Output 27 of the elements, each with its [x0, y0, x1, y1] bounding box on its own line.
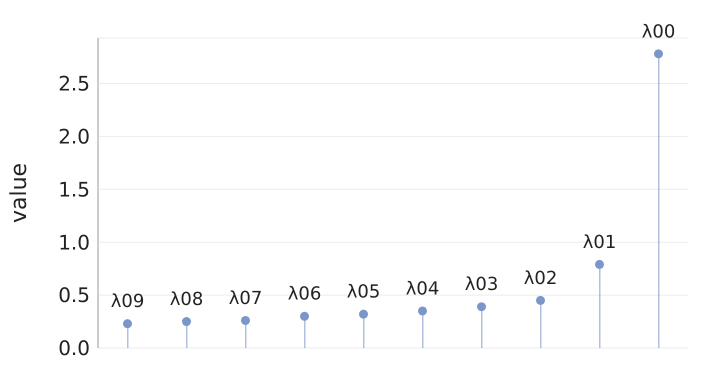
x-tick-label: λ09	[110, 291, 144, 312]
y-tick-label: 0.5	[58, 283, 90, 308]
point	[182, 317, 192, 326]
y-tick-label: 2.5	[58, 72, 90, 96]
x-tick-label: λ08	[170, 289, 204, 310]
point	[240, 316, 250, 325]
point	[476, 302, 486, 312]
point	[536, 296, 546, 305]
y-axis-title: value	[6, 162, 32, 224]
point	[300, 312, 310, 321]
point	[654, 49, 664, 58]
point	[594, 260, 604, 269]
y-tick-label: 1.0	[58, 230, 90, 254]
x-tick-label: λ04	[406, 278, 440, 300]
y-tick-label: 0.0	[58, 336, 90, 360]
x-tick-label: λ05	[346, 282, 380, 303]
point	[358, 310, 368, 319]
point	[418, 306, 428, 316]
y-tick-label: 2.0	[58, 124, 90, 148]
x-tick-label: λ07	[228, 288, 262, 309]
point	[122, 319, 132, 328]
x-tick-label: λ06	[288, 284, 322, 305]
x-tick-label: λ00	[642, 21, 676, 42]
y-tick-label: 1.5	[58, 177, 90, 202]
x-tick-label: λ02	[524, 268, 558, 289]
x-tick-label: λ01	[582, 232, 616, 253]
x-tick-label: λ03	[464, 274, 498, 296]
